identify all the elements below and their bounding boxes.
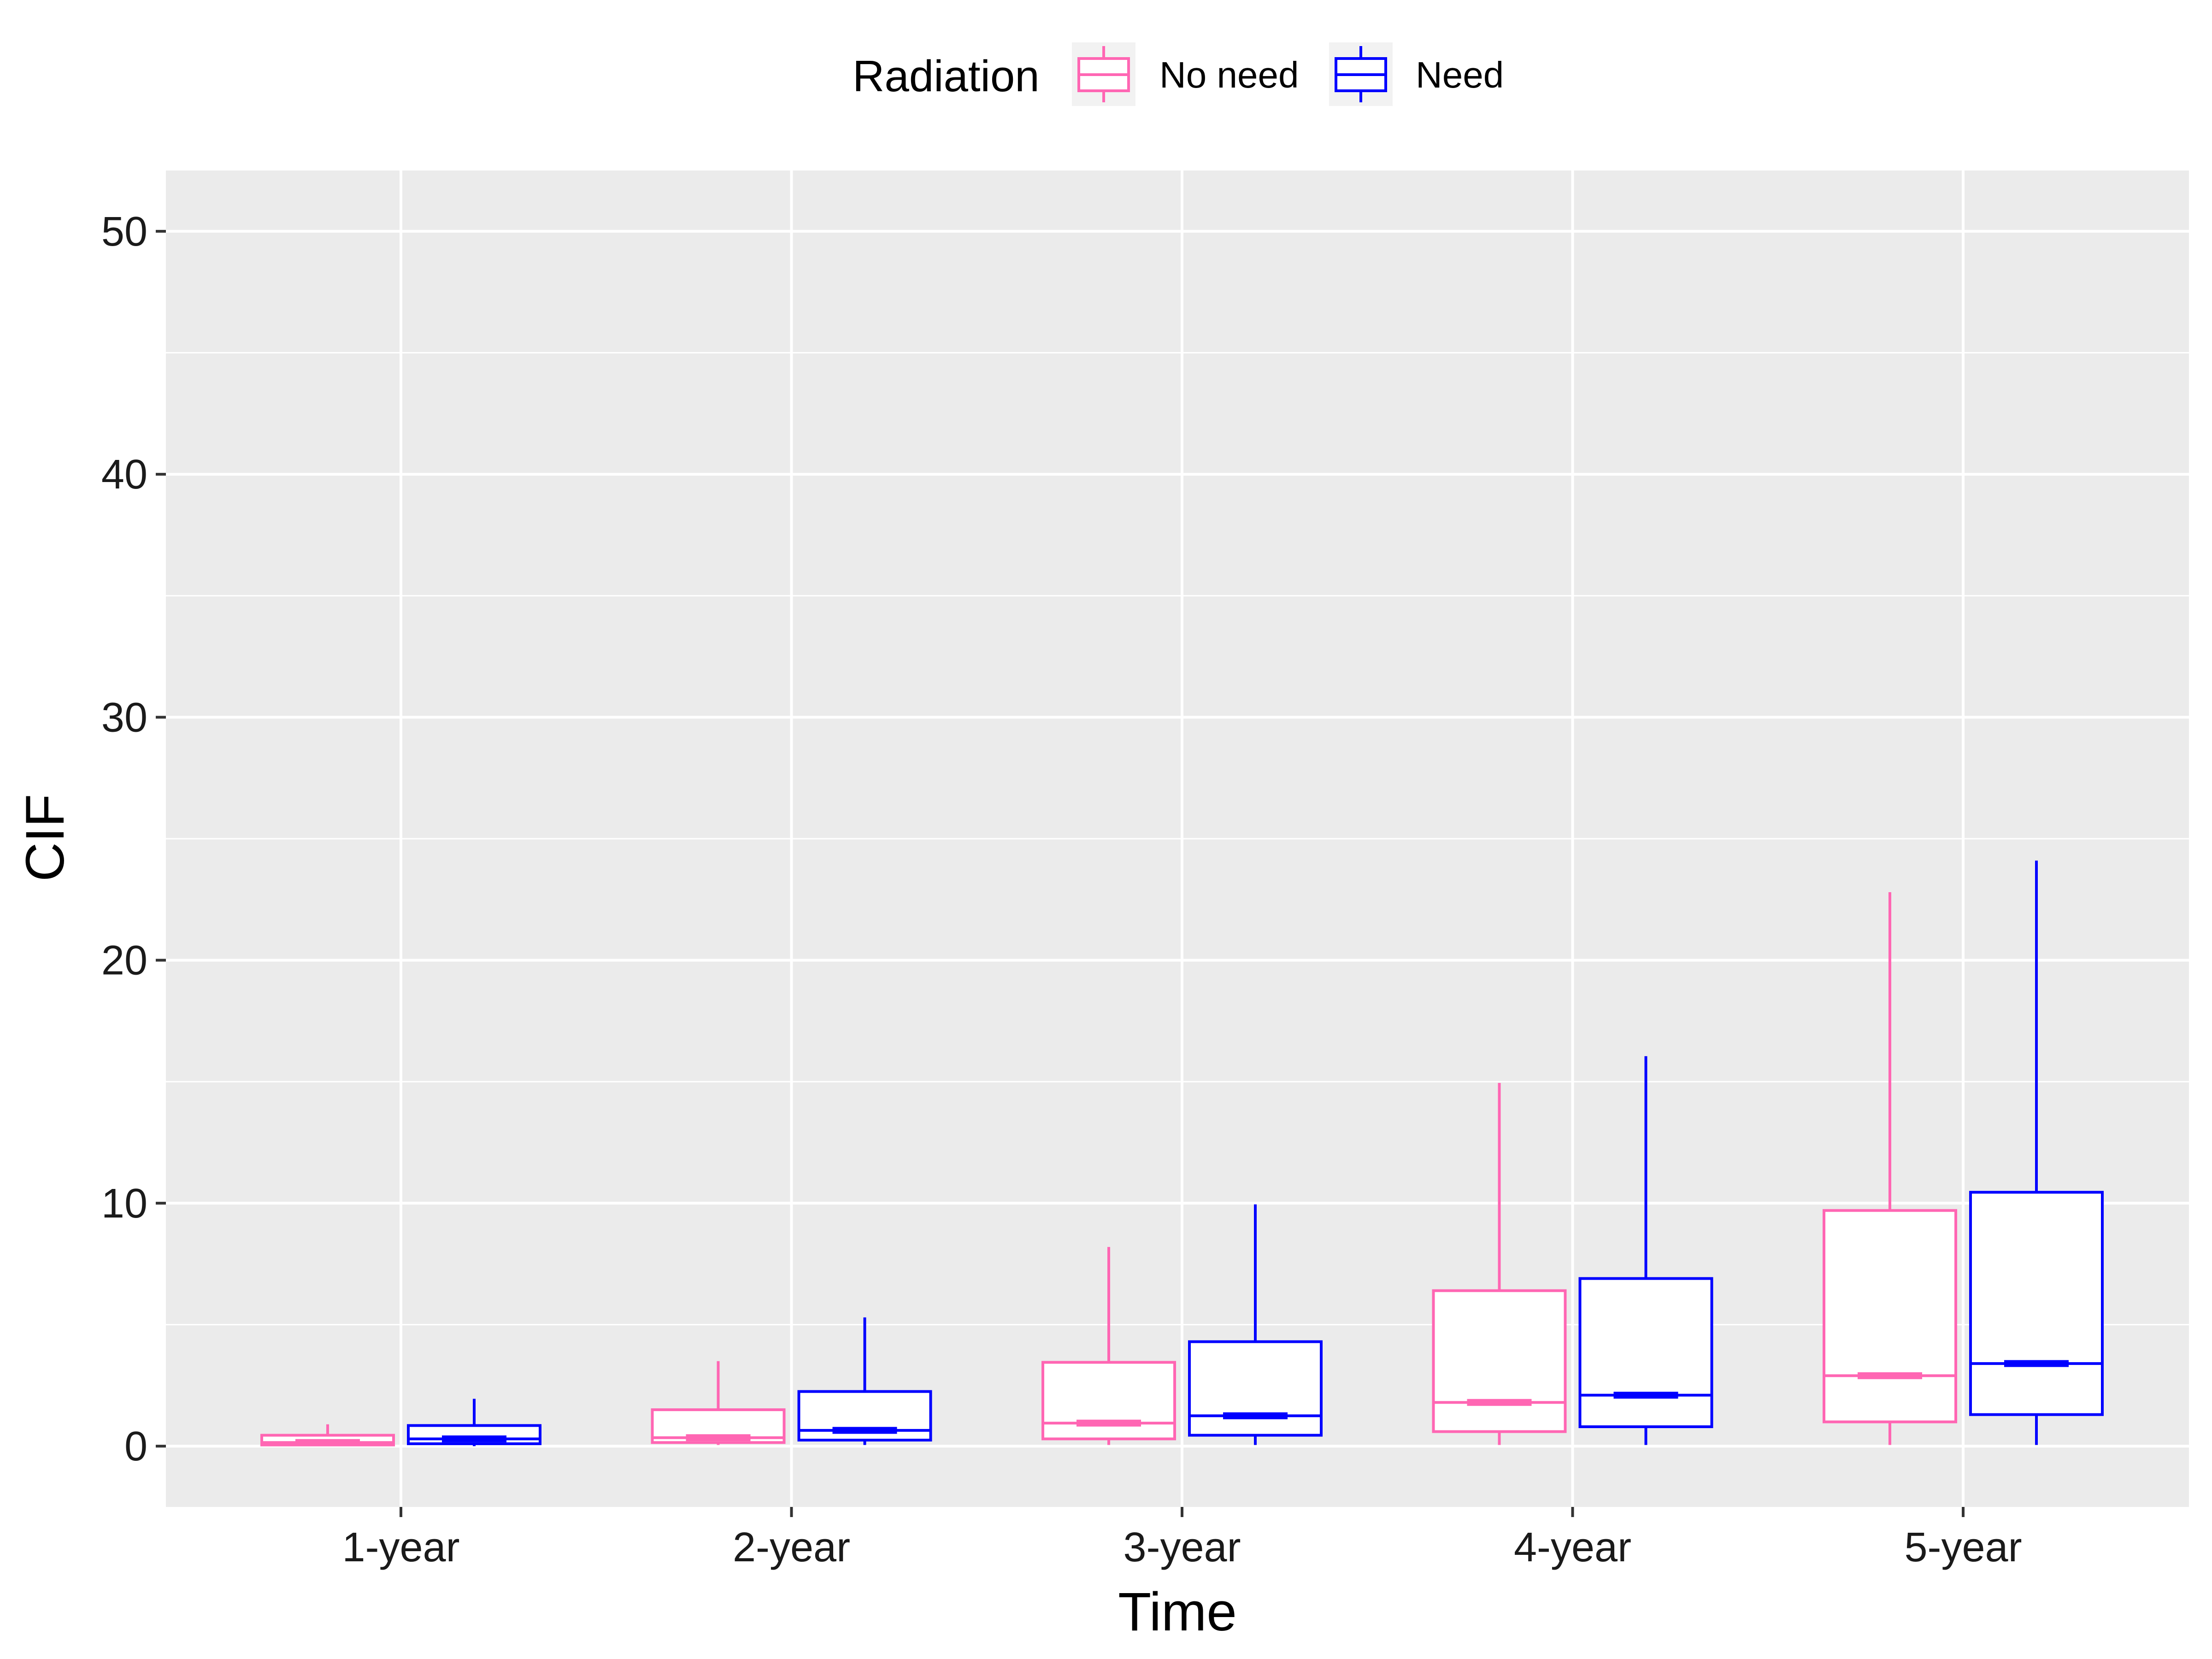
y-axis-title: CIF [15, 794, 76, 882]
box-iqr [1432, 1289, 1567, 1433]
box-2-year [651, 1361, 786, 1445]
series-need [407, 860, 2104, 1447]
legend: Radiation No need Need [853, 42, 1504, 106]
legend-key-no-need [1072, 42, 1135, 106]
gridlines [166, 171, 2189, 1507]
x-tick-label: 4-year [1514, 1524, 1631, 1571]
y-tick-label: 30 [101, 694, 147, 741]
box-1-year [260, 1424, 395, 1447]
series-no-need [260, 892, 1957, 1447]
axes: 0 10 20 30 40 50 1-year 2-year 3-year 4-year 5-yea… [101, 209, 2022, 1571]
box-3-year [1188, 1204, 1323, 1445]
y-tick-label: 10 [101, 1181, 147, 1227]
box-iqr [1578, 1277, 1713, 1428]
y-tick-label: 40 [101, 452, 147, 498]
y-tick-label: 0 [124, 1424, 147, 1470]
box-series [260, 860, 2104, 1447]
box-iqr [1823, 1209, 1957, 1424]
x-tick-label: 1-year [342, 1524, 459, 1571]
y-tick-label: 50 [101, 209, 147, 255]
box-2-year [797, 1317, 932, 1445]
x-axis-title: Time [1118, 1582, 1237, 1642]
box-iqr [1969, 1191, 2104, 1416]
legend-title: Radiation [853, 52, 1040, 101]
legend-label: No need [1159, 54, 1299, 95]
x-tick-label: 3-year [1123, 1524, 1241, 1571]
box-iqr [1041, 1361, 1176, 1441]
x-tick-label: 2-year [733, 1524, 850, 1571]
box-iqr [1188, 1340, 1323, 1437]
box-4-year [1432, 1082, 1567, 1445]
box-5-year [1969, 860, 2104, 1445]
x-tick-label: 5-year [1904, 1524, 2022, 1571]
box-5-year [1823, 892, 1957, 1445]
box-1-year [407, 1399, 541, 1447]
legend-label: Need [1416, 54, 1504, 95]
legend-key-need [1329, 42, 1393, 106]
box-4-year [1578, 1056, 1713, 1445]
box-3-year [1041, 1247, 1176, 1445]
y-tick-label: 20 [101, 938, 147, 984]
